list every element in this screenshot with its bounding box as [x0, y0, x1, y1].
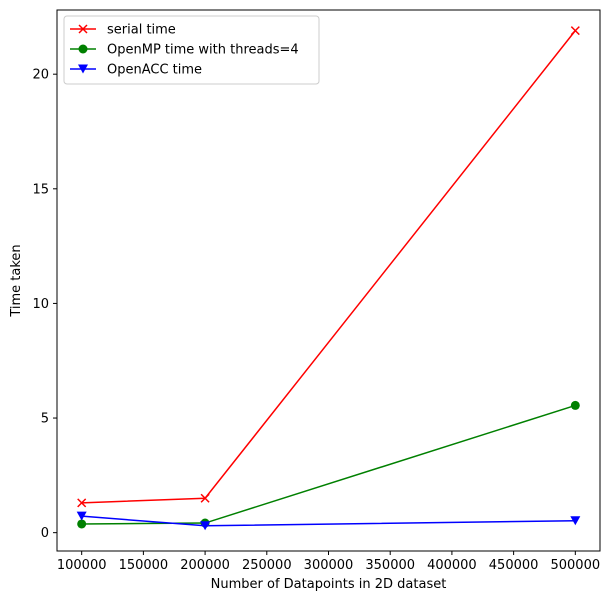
x-axis-label: Number of Datapoints in 2D dataset	[211, 577, 447, 592]
x-tick-label: 200000	[180, 558, 230, 573]
legend-label-2: OpenACC time	[107, 63, 202, 78]
x-tick-label: 300000	[304, 558, 354, 573]
x-tick-label: 350000	[365, 558, 415, 573]
x-tick-label: 100000	[57, 558, 107, 573]
data-point	[77, 519, 87, 529]
plot-area	[56, 9, 601, 552]
x-tick-label: 250000	[242, 558, 292, 573]
data-point	[570, 400, 580, 410]
legend-label-0: serial time	[107, 23, 176, 38]
series-layer	[76, 26, 581, 531]
data-point	[570, 516, 581, 526]
legend-marker-2	[78, 64, 88, 74]
data-point	[200, 521, 211, 531]
x-tick-label: 150000	[119, 558, 169, 573]
x-tick-label: 450000	[489, 558, 539, 573]
y-tick-label: 15	[32, 182, 49, 197]
legend-box	[63, 15, 320, 85]
legend: serial time OpenMP time with threads=4 Ope…	[63, 15, 320, 85]
legend-marker-0	[78, 24, 88, 34]
x-tick-label: 500000	[550, 558, 600, 573]
y-tick-label: 0	[41, 526, 49, 541]
y-tick-label: 20	[32, 68, 49, 83]
data-point	[570, 26, 580, 36]
y-tick-label: 5	[41, 412, 49, 427]
data-point	[76, 511, 87, 521]
legend-marker-1	[78, 44, 88, 54]
legend-label-1: OpenMP time with threads=4	[107, 43, 299, 58]
data-point	[77, 498, 87, 508]
x-tick-label: 400000	[427, 558, 477, 573]
y-tick-label: 10	[32, 297, 49, 312]
x-axis-ticks: 100000 150000 200000 250000 300000 350000 4000…	[57, 551, 600, 573]
y-axis-label: Time taken	[9, 244, 24, 317]
data-point	[200, 493, 210, 503]
y-axis-ticks: 0 5 10 15 20	[32, 68, 57, 541]
